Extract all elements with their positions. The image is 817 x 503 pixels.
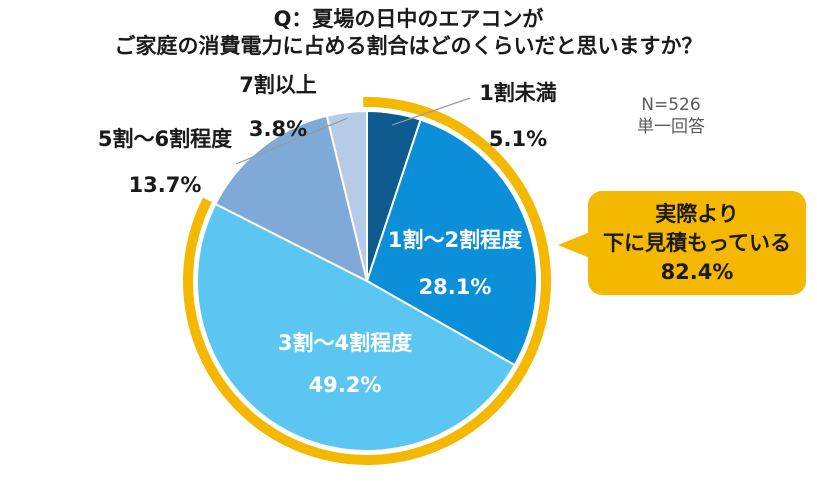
callout-line-1: 実際より (655, 201, 739, 226)
highlight-callout: 実際より 下に見積もっている 82.4% (588, 191, 806, 295)
slice-label-10-20: 1割～2割程度 (388, 228, 522, 252)
callout-pointer (558, 232, 590, 258)
slice-30-40 (196, 202, 517, 452)
callout-value: 82.4% (660, 259, 734, 284)
slice-label-30-40: 3割～4割程度 (278, 331, 412, 355)
slice-label-over-70: 7割以上 (239, 73, 317, 97)
sample-size: N=526 (641, 95, 701, 115)
slice-over-70 (325, 109, 368, 282)
slice-labels: 1割未満 5.1% 1割～2割程度 28.1% 3割～4割程度 49.2% 5割～6割程度 1… (98, 73, 557, 397)
leader-lines (235, 97, 471, 165)
chart-title: Q：夏場の日中のエアコンが (273, 7, 544, 31)
slice-value-under-10: 5.1% (489, 127, 547, 151)
slice-10-20 (365, 118, 538, 367)
leader-line-over-70 (235, 117, 348, 165)
slice-value-50-60: 13.7% (129, 173, 202, 197)
leader-line-under-10 (392, 97, 471, 126)
slice-label-under-10: 1割未満 (479, 81, 557, 105)
pie-slices (196, 109, 538, 452)
chart-subtitle: ご家庭の消費電力に占める割合はどのくらいだと思いますか？ (114, 34, 703, 58)
slice-value-30-40: 49.2% (309, 373, 382, 397)
slice-value-over-70: 3.8% (249, 117, 307, 141)
callout-line-2: 下に見積もっている (603, 230, 791, 255)
answer-type: 単一回答 (637, 117, 705, 137)
slice-value-10-20: 28.1% (419, 275, 492, 299)
sample-note: N=526 単一回答 (628, 94, 714, 138)
slice-label-50-60: 5割～6割程度 (98, 127, 232, 151)
